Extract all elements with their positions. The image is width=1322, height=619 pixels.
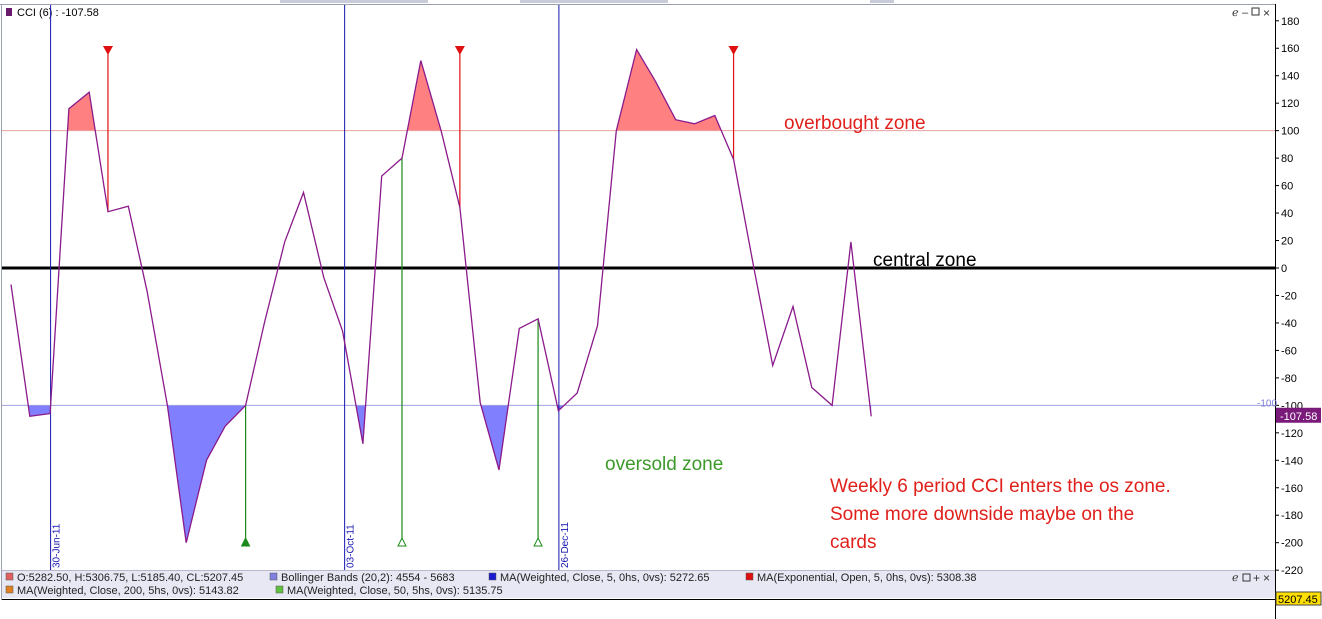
legend-swatch [745,572,754,581]
analysis-note-line: Weekly 6 period CCI enters the os zone. [830,476,1171,497]
indicator-title: CCI (6) : -107.58 [17,7,99,19]
current-value-label: -107.58 [1280,411,1317,423]
legend-entry: MA(Weighted, Close, 5, 0hs, 0vs): 5272.6… [500,572,710,584]
analysis-note-line: Some more downside maybe on the [830,504,1134,525]
window-controls[interactable]: ℯ – × [1232,6,1270,20]
title-bar [2,5,1275,19]
legend-swatch [275,585,284,594]
legend-swatch [488,572,497,581]
sell-signal-marker [102,46,113,55]
minimize-icon[interactable]: – [1242,7,1249,19]
oversold-level-label: -100 [1257,398,1277,409]
sell-signal-marker [728,46,739,55]
current-value-tag [1276,407,1321,423]
cci-legend-swatch [6,8,12,16]
y-tick-label: 80 [1281,153,1293,165]
overbought-fill [407,60,442,131]
legend-close-icon[interactable]: × [1263,571,1270,585]
price-tag [1275,591,1322,606]
pin-icon[interactable]: ℯ [1232,7,1239,19]
restore-icon[interactable] [1251,7,1260,16]
vertical-date-label: 30-Jun-11 [52,523,63,568]
buy-signal-marker [397,536,407,547]
y-tick-label: -60 [1281,345,1297,357]
y-tick-label: -180 [1281,510,1303,522]
y-tick-label: -40 [1281,318,1297,330]
legend-swatch [269,572,278,581]
y-tick-label: 40 [1281,208,1293,220]
oversold-fill [28,405,51,417]
legend-swatch [5,585,14,594]
scroll-thumb-top-3 [870,0,894,3]
x-axis-strip [2,599,1275,619]
oversold-fill [167,405,246,543]
y-tick-label: 140 [1281,71,1299,83]
oversold-zone-label: oversold zone [605,454,723,475]
price-tag-label: 5207.45 [1278,594,1318,606]
y-tick-label: 60 [1281,181,1293,193]
y-tick-label: 0 [1281,263,1287,275]
scroll-thumb-top-1 [280,0,428,3]
legend-controls[interactable]: ℯ + × [1232,571,1270,585]
scroll-thumb-top-2 [520,0,668,3]
legend-entry: O:5282.50, H:5306.75, L:5185.40, CL:5207… [17,572,243,584]
oversold-fill [481,405,509,470]
y-tick-label: -80 [1281,373,1297,385]
central-zone-label: central zone [873,250,977,271]
y-tick-label: -160 [1281,483,1303,495]
y-tick-label: 120 [1281,98,1299,110]
y-tick-label: 20 [1281,236,1293,248]
overbought-zone-label: overbought zone [784,113,926,134]
y-tick-label: 180 [1281,16,1299,28]
sell-signal-marker [454,46,465,55]
vertical-date-label: 26-Dec-11 [560,522,571,568]
legend-restore-icon[interactable] [1242,573,1251,582]
legend-entry: MA(Weighted, Close, 50, 5hs, 0vs): 5135.… [287,585,503,597]
y-tick-label: 100 [1281,126,1299,138]
analysis-note-line: cards [830,532,876,553]
buy-signal-marker [533,536,543,547]
y-tick-label: 160 [1281,43,1299,55]
y-tick-label: -120 [1281,428,1303,440]
y-tick-label: -20 [1281,290,1297,302]
legend-pin-icon[interactable]: ℯ [1232,572,1239,584]
legend-strip [2,570,1275,598]
legend-entry: MA(Weighted, Close, 200, 5hs, 0vs): 5143… [17,585,239,597]
y-tick-label: -140 [1281,455,1303,467]
legend-entry: MA(Exponential, Open, 5, 0hs, 0vs): 5308… [757,572,977,584]
legend-add-icon[interactable]: + [1253,571,1260,585]
buy-signal-marker [240,536,251,547]
legend-entry: Bollinger Bands (20,2): 4554 - 5683 [281,572,455,584]
overbought-fill [616,49,722,131]
close-icon[interactable]: × [1263,6,1270,20]
y-tick-label: -200 [1281,538,1303,550]
overbought-fill [67,92,96,131]
legend-swatch [5,572,14,581]
vertical-date-label: 03-Oct-11 [346,524,357,568]
y-tick-label: -220 [1281,565,1303,577]
